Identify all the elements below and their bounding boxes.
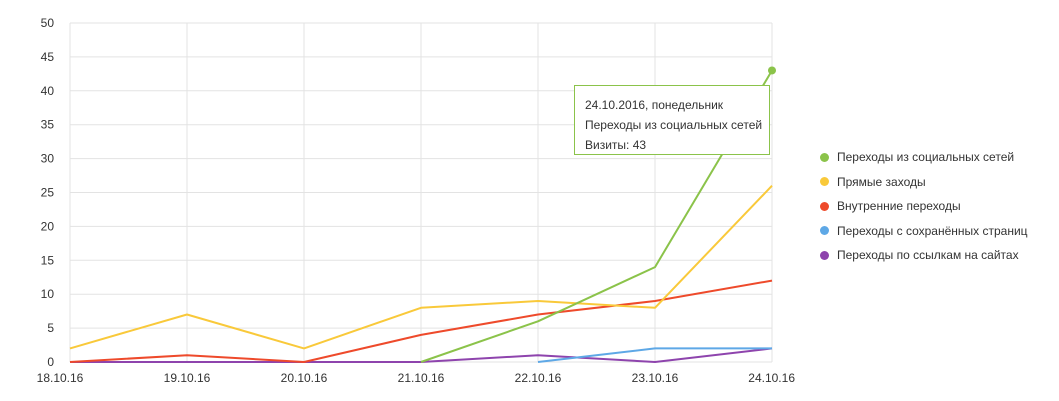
y-tick-label: 0 [47, 355, 54, 369]
x-axis: 18.10.16 19.10.16 20.10.16 21.10.16 22.10.16… [37, 371, 796, 385]
series-line[interactable] [69, 279, 773, 363]
tooltip-series-name: Переходы из социальных сетей [585, 118, 763, 132]
legend-dot-icon [820, 250, 829, 260]
chart-legend: Переходы из социальных сетей Прямые заход… [820, 145, 1028, 268]
y-tick-label: 25 [41, 186, 55, 200]
legend-item[interactable]: Внутренние переходы [820, 194, 1028, 219]
y-tick-label: 40 [41, 84, 55, 98]
x-tick-label: 22.10.16 [515, 371, 562, 385]
x-tick-label: 18.10.16 [37, 371, 84, 385]
y-axis: 0 5 10 15 20 25 30 35 40 45 50 [41, 16, 55, 369]
highlight-marks [768, 66, 776, 75]
x-tick-label: 20.10.16 [281, 371, 328, 385]
series-line[interactable] [420, 69, 773, 363]
series-lines [69, 69, 773, 363]
y-tick-label: 30 [41, 152, 55, 166]
legend-label: Переходы с сохранённых страниц [837, 223, 1028, 238]
x-tick-label: 21.10.16 [398, 371, 445, 385]
y-tick-label: 50 [41, 16, 55, 30]
legend-item[interactable]: Прямые заходы [820, 170, 1028, 195]
y-tick-label: 20 [41, 219, 55, 233]
tooltip-date: 24.10.2016, понедельник [585, 98, 724, 112]
legend-label: Прямые заходы [837, 174, 926, 189]
y-tick-label: 5 [47, 321, 54, 335]
y-tick-label: 10 [41, 287, 55, 301]
x-tick-label: 19.10.16 [164, 371, 211, 385]
series-line[interactable] [69, 185, 773, 350]
legend-dot-icon [820, 177, 829, 187]
y-tick-label: 35 [41, 118, 55, 132]
legend-label: Переходы из социальных сетей [837, 150, 1015, 165]
legend-dot-icon [820, 201, 829, 211]
x-tick-label: 23.10.16 [632, 371, 679, 385]
legend-item[interactable]: Переходы по ссылкам на сайтах [820, 243, 1028, 268]
legend-item[interactable]: Переходы с сохранённых страниц [820, 219, 1028, 244]
tooltip-value: Визиты: 43 [585, 138, 647, 152]
x-tick-label: 24.10.16 [748, 371, 795, 385]
y-tick-label: 15 [41, 253, 55, 267]
highlighted-point[interactable] [768, 66, 776, 75]
legend-dot-icon [820, 226, 829, 236]
legend-dot-icon [820, 152, 829, 162]
chart-tooltip: 24.10.2016, понедельник Переходы из соци… [574, 85, 770, 155]
legend-item[interactable]: Переходы из социальных сетей [820, 145, 1028, 170]
legend-label: Переходы по ссылкам на сайтах [837, 248, 1019, 263]
legend-label: Внутренние переходы [837, 199, 961, 214]
chart-grid [69, 22, 773, 363]
series-line[interactable] [537, 347, 772, 363]
y-tick-label: 45 [41, 50, 55, 64]
